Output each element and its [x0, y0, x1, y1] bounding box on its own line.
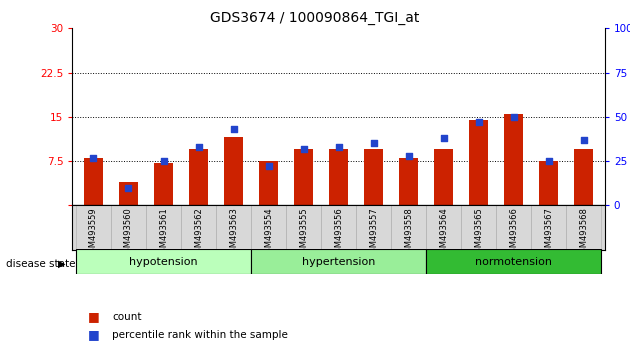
Bar	[461, 205, 496, 250]
Text: GSM493565: GSM493565	[474, 207, 483, 258]
Bar	[364, 149, 383, 205]
Bar	[111, 205, 146, 250]
Point	[508, 114, 518, 120]
Bar	[76, 205, 111, 250]
Point	[123, 185, 134, 190]
Text: GSM493560: GSM493560	[124, 207, 133, 258]
Text: GSM493567: GSM493567	[544, 207, 553, 258]
Bar	[356, 205, 391, 250]
Text: disease state: disease state	[6, 259, 76, 269]
Bar	[189, 149, 208, 205]
Bar	[224, 137, 243, 205]
Text: hypertension: hypertension	[302, 257, 375, 267]
Point	[333, 144, 343, 150]
Bar	[119, 182, 138, 205]
Text: count: count	[112, 312, 142, 322]
Bar	[251, 249, 426, 274]
Point	[159, 158, 169, 164]
Text: GSM493562: GSM493562	[194, 207, 203, 258]
Text: ■: ■	[88, 328, 100, 341]
Bar	[539, 161, 558, 205]
Bar	[329, 149, 348, 205]
Bar	[286, 205, 321, 250]
Bar	[84, 158, 103, 205]
Point	[193, 144, 203, 150]
Point	[229, 126, 239, 132]
Text: hypotension: hypotension	[129, 257, 198, 267]
Bar	[259, 161, 278, 205]
Text: GSM493568: GSM493568	[580, 207, 588, 258]
Bar	[154, 163, 173, 205]
Bar	[216, 205, 251, 250]
Point	[438, 135, 449, 141]
Bar	[504, 114, 524, 205]
Text: GSM493566: GSM493566	[509, 207, 518, 258]
Bar	[574, 149, 593, 205]
Bar	[391, 205, 426, 250]
Bar	[566, 205, 601, 250]
Text: ■: ■	[88, 310, 100, 323]
Bar	[426, 249, 601, 274]
Bar	[321, 205, 356, 250]
Text: GSM493554: GSM493554	[264, 207, 273, 258]
Text: GSM493555: GSM493555	[299, 207, 308, 258]
Point	[474, 119, 484, 125]
Bar	[146, 205, 181, 250]
Point	[404, 153, 414, 159]
Point	[299, 146, 309, 152]
Point	[263, 164, 273, 169]
Bar	[496, 205, 531, 250]
Bar	[469, 120, 488, 205]
Point	[544, 158, 554, 164]
Text: GSM493558: GSM493558	[404, 207, 413, 258]
Bar	[76, 249, 251, 274]
Bar	[426, 205, 461, 250]
Bar	[181, 205, 216, 250]
Text: GSM493557: GSM493557	[369, 207, 378, 258]
Text: GSM493561: GSM493561	[159, 207, 168, 258]
Text: GSM493563: GSM493563	[229, 207, 238, 258]
Bar	[434, 149, 454, 205]
Bar	[399, 158, 418, 205]
Text: GSM493564: GSM493564	[439, 207, 448, 258]
Text: normotension: normotension	[475, 257, 553, 267]
Bar	[531, 205, 566, 250]
Bar	[294, 149, 313, 205]
Text: ▶: ▶	[58, 259, 66, 269]
Point	[88, 155, 98, 160]
Bar	[251, 205, 286, 250]
Text: percentile rank within the sample: percentile rank within the sample	[112, 330, 288, 339]
Text: GDS3674 / 100090864_TGI_at: GDS3674 / 100090864_TGI_at	[210, 11, 420, 25]
Point	[579, 137, 589, 143]
Point	[369, 141, 379, 146]
Text: GSM493556: GSM493556	[334, 207, 343, 258]
Text: GSM493559: GSM493559	[89, 207, 98, 258]
